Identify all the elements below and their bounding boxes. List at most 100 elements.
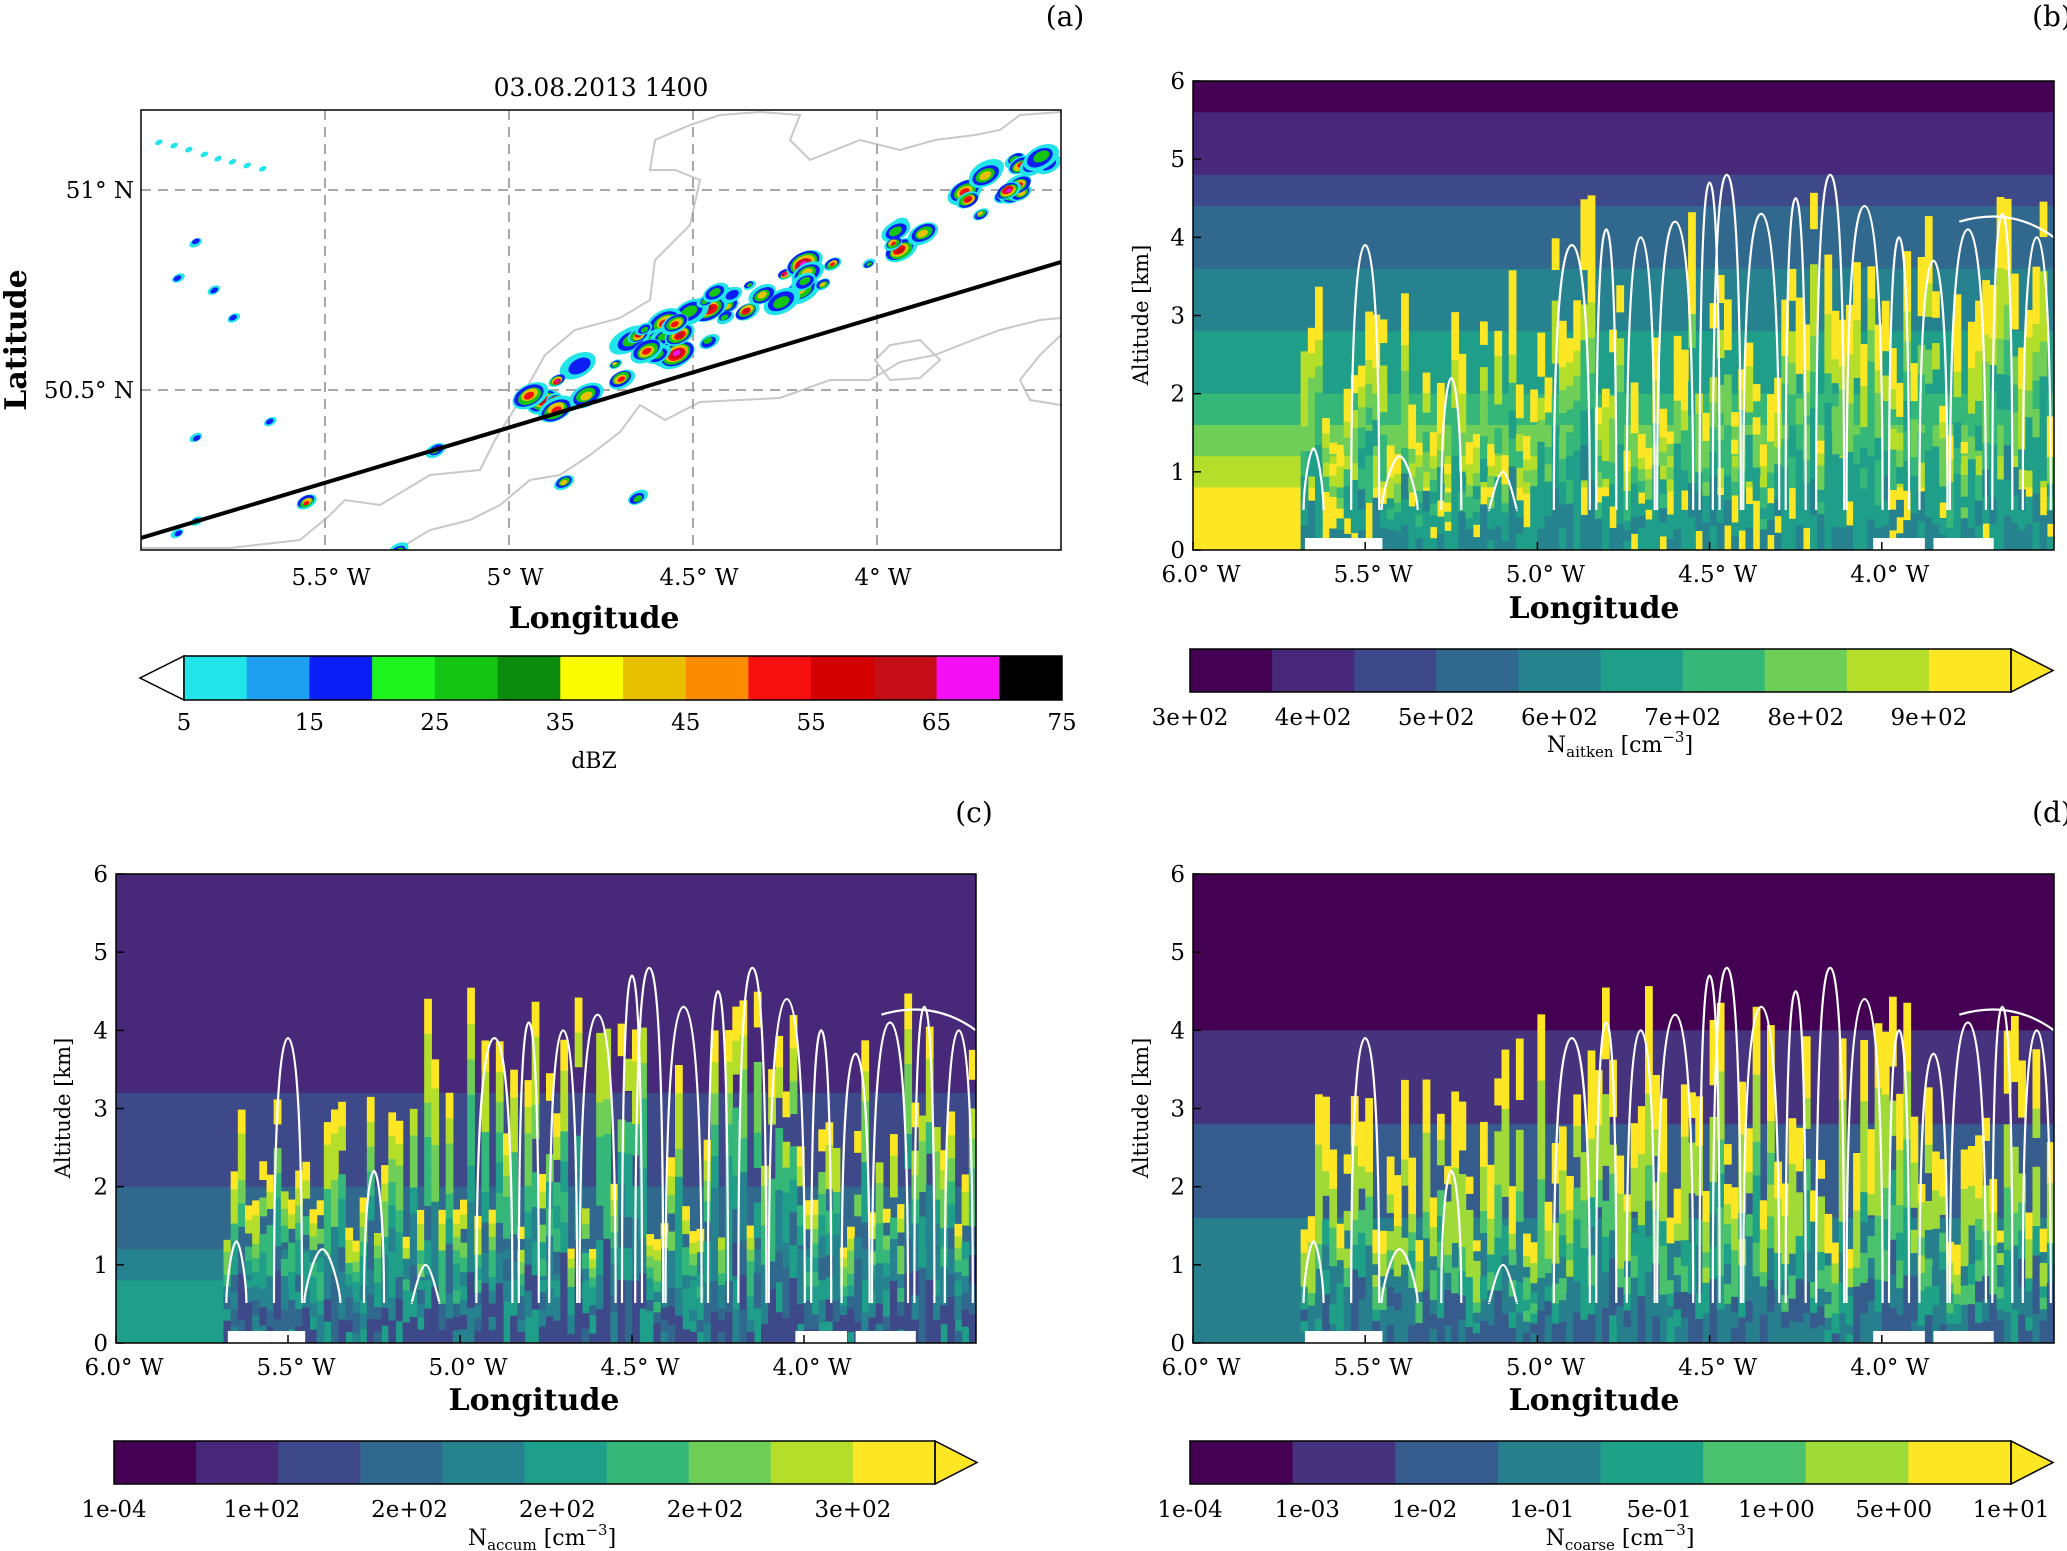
field-plume	[1365, 1196, 1373, 1222]
field-plume	[1530, 1302, 1538, 1314]
field-plume	[1609, 1286, 1617, 1316]
field-plume	[424, 998, 432, 1034]
field-plume	[374, 1318, 382, 1332]
field-plume	[1673, 1223, 1682, 1241]
field-plume	[1537, 1080, 1546, 1114]
field-plume	[1336, 1235, 1345, 1249]
field-plume	[1444, 1201, 1452, 1220]
colorbar-tick-label: 3e+02	[815, 1497, 892, 1523]
field-plume	[1508, 522, 1517, 550]
field-plume	[1573, 1094, 1582, 1127]
field-plume	[517, 1261, 526, 1274]
field-plume	[603, 1098, 612, 1135]
field-plume	[1845, 451, 1854, 478]
field-plume	[1645, 1093, 1653, 1130]
field-plume	[1645, 468, 1653, 480]
field-plume	[761, 1323, 769, 1343]
field-plume	[1881, 1093, 1890, 1126]
field-plume	[1343, 1210, 1352, 1231]
field-plume	[2025, 416, 2034, 444]
radar-echo	[703, 337, 713, 344]
field-plume	[352, 1281, 361, 1293]
field-plume	[1401, 524, 1409, 550]
field-plume	[445, 1317, 454, 1343]
field-plume	[2003, 304, 2012, 340]
field-plume	[1322, 432, 1330, 448]
field-plume	[1422, 431, 1431, 453]
field-plume	[402, 1321, 411, 1333]
field-plume	[1975, 300, 1983, 327]
field-plume	[961, 1241, 970, 1260]
field-plume	[1558, 1148, 1567, 1171]
field-plume	[560, 1221, 569, 1253]
field-plume	[1810, 335, 1818, 373]
field-plume	[1587, 372, 1596, 409]
field-plume	[603, 1238, 612, 1274]
field-plume	[431, 1087, 440, 1117]
field-plume	[1415, 514, 1424, 527]
field-plume	[381, 1218, 389, 1237]
field-plume	[1551, 456, 1560, 489]
colorbar-tick-label: 45	[671, 710, 700, 736]
field-plume	[567, 1248, 576, 1259]
field-plume	[581, 1328, 590, 1343]
field-plume	[1537, 441, 1546, 464]
field-plume	[2025, 1277, 2034, 1292]
field-plume	[1673, 357, 1682, 380]
field-plume	[1515, 450, 1524, 468]
field-plume	[237, 1156, 246, 1181]
field-plume	[295, 1170, 303, 1189]
field-plume	[1723, 1283, 1732, 1304]
field-plume	[1637, 1295, 1646, 1320]
field-plume	[610, 1295, 619, 1312]
field-plume	[1967, 321, 1976, 346]
field-plume	[1680, 389, 1689, 411]
field-plume	[1738, 449, 1747, 471]
field-plume	[1601, 1271, 1610, 1309]
field-plume	[596, 1170, 604, 1206]
field-plume	[1745, 434, 1754, 459]
field-plume	[1659, 521, 1668, 537]
field-plume	[1616, 1193, 1625, 1213]
field-plume	[1429, 479, 1438, 492]
field-plume	[1716, 1104, 1725, 1140]
field-plume	[1910, 1116, 1919, 1140]
field-plume	[495, 1222, 504, 1254]
field-plume	[1336, 497, 1345, 509]
field-plume	[696, 1285, 705, 1298]
field-plume	[288, 1199, 296, 1215]
field-plume	[323, 1276, 332, 1300]
field-plume	[933, 1151, 941, 1176]
field-plume	[1451, 478, 1460, 504]
field-plume	[1975, 1301, 1983, 1323]
field-plume	[1788, 1163, 1797, 1187]
field-plume	[1329, 1207, 1338, 1228]
field-plume	[646, 1299, 655, 1311]
field-plume	[2025, 1238, 2034, 1253]
field-plume	[739, 1205, 748, 1241]
panel-d-field	[1193, 874, 2054, 1343]
field-plume	[2032, 1108, 2041, 1138]
field-plume	[1487, 1325, 1495, 1343]
y-tick-label: 6	[1170, 862, 1185, 888]
field-plume	[1975, 1197, 1983, 1220]
field-plume	[1824, 254, 1833, 285]
field-plume	[1594, 1151, 1603, 1180]
field-plume	[1379, 1230, 1388, 1243]
field-plume	[811, 1242, 819, 1258]
field-plume	[1709, 525, 1718, 550]
field-plume	[718, 1331, 726, 1343]
field-plume	[1645, 519, 1653, 531]
field-plume	[1824, 284, 1833, 315]
field-plume	[1723, 1243, 1732, 1265]
field-plume	[1465, 528, 1474, 540]
field-plume	[1645, 1164, 1653, 1201]
field-plume	[1723, 499, 1732, 526]
field-plume	[1329, 485, 1338, 497]
field-plume	[1824, 431, 1833, 462]
field-plume	[2018, 1088, 2026, 1118]
field-plume	[1738, 429, 1747, 451]
field-plume	[1386, 1175, 1395, 1195]
field-band	[1193, 206, 2054, 238]
